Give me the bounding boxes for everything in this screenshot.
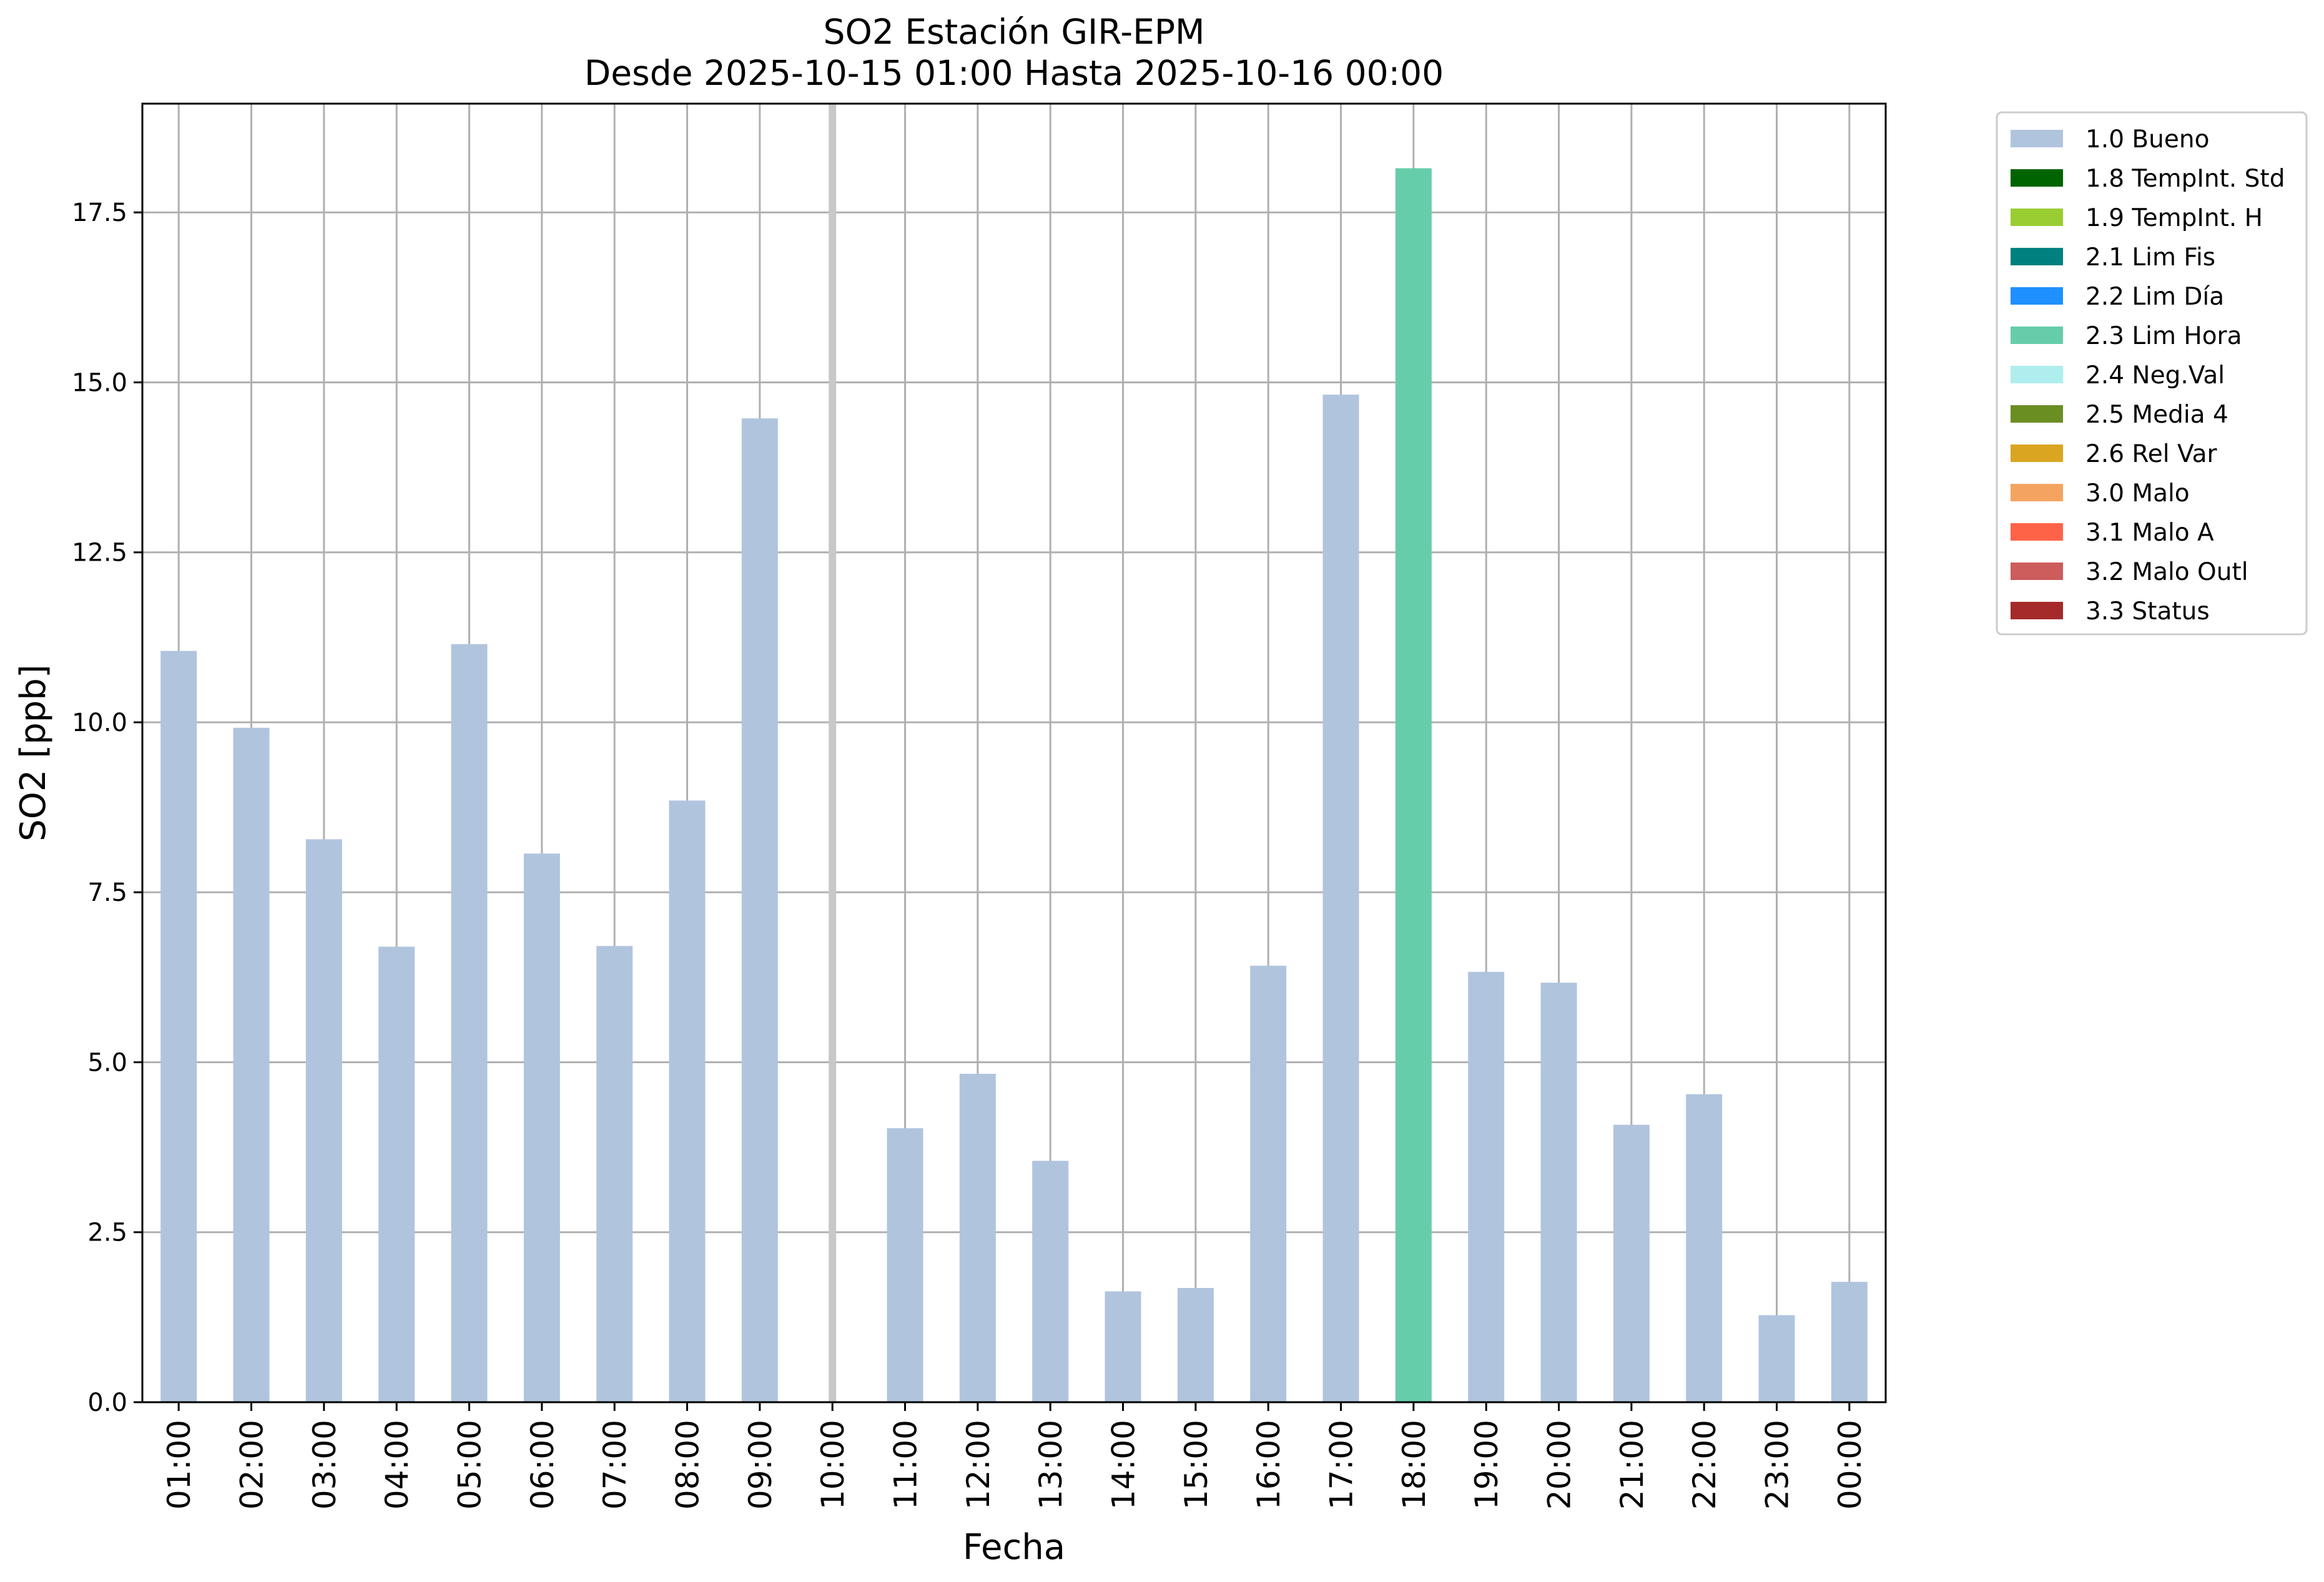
bar-1500 bbox=[1177, 1288, 1214, 1402]
bar-0100 bbox=[160, 651, 197, 1402]
x-tick-label: 17:00 bbox=[1324, 1420, 1360, 1510]
legend-label: 3.3 Status bbox=[2085, 597, 2210, 626]
x-tick-label: 19:00 bbox=[1469, 1420, 1505, 1510]
legend-label: 1.9 TempInt. H bbox=[2085, 204, 2263, 232]
legend-swatch bbox=[2011, 169, 2063, 187]
bar-0000 bbox=[1831, 1282, 1868, 1402]
bar-0900 bbox=[741, 418, 778, 1402]
legend-swatch bbox=[2011, 563, 2063, 580]
bar-0600 bbox=[523, 853, 560, 1402]
x-tick-label: 22:00 bbox=[1686, 1420, 1723, 1510]
plot-frame bbox=[141, 102, 1887, 1403]
y-tick-label: 17.5 bbox=[72, 199, 127, 227]
y-tick-label: 5.0 bbox=[87, 1048, 127, 1077]
x-tick-label: 02:00 bbox=[234, 1420, 270, 1510]
y-axis-ticks: 0.0 2.5 5.0 7.5 10.0 12.5 15.0 17.5 bbox=[72, 199, 142, 1417]
x-axis-ticks: 01:00 02:00 03:00 04:00 05:00 06:00 07:00 08:00… bbox=[161, 1402, 1868, 1510]
legend-label: 2.3 Lim Hora bbox=[2085, 322, 2242, 350]
x-tick-label: 01:00 bbox=[161, 1420, 197, 1510]
bar-1800 bbox=[1395, 168, 1432, 1402]
legend-swatch bbox=[2011, 523, 2063, 541]
legend-label: 2.1 Lim Fis bbox=[2085, 243, 2215, 272]
y-tick-label: 10.0 bbox=[72, 709, 127, 737]
x-tick-label: 12:00 bbox=[960, 1420, 997, 1510]
legend-label: 3.0 Malo bbox=[2085, 479, 2190, 508]
bar-0300 bbox=[305, 839, 342, 1402]
bar-0800 bbox=[669, 800, 706, 1402]
legend-swatch bbox=[2011, 405, 2063, 423]
x-tick-label: 20:00 bbox=[1542, 1420, 1578, 1510]
legend-label: 3.2 Malo Outl bbox=[2085, 558, 2248, 586]
legend-swatch bbox=[2011, 248, 2063, 265]
legend-swatch bbox=[2011, 130, 2063, 147]
x-tick-label: 06:00 bbox=[524, 1420, 561, 1510]
legend-label: 2.4 Neg.Val bbox=[2085, 361, 2225, 390]
x-tick-label: 13:00 bbox=[1033, 1420, 1069, 1510]
x-tick-label: 05:00 bbox=[452, 1420, 488, 1510]
bar-series bbox=[160, 104, 1868, 1402]
x-tick-label: 11:00 bbox=[888, 1420, 924, 1510]
legend: 1.0 Bueno 1.8 TempInt. Std 1.9 TempInt. H 2… bbox=[1996, 111, 2308, 636]
y-tick-label: 0.0 bbox=[87, 1388, 127, 1417]
legend-label: 2.2 Lim Día bbox=[2085, 283, 2224, 311]
bar-1600 bbox=[1250, 965, 1287, 1402]
y-axis-label: SO2 [ppb] bbox=[13, 664, 54, 841]
x-tick-label: 14:00 bbox=[1106, 1420, 1142, 1510]
legend-label: 1.8 TempInt. Std bbox=[2085, 165, 2285, 193]
legend-label: 3.1 Malo A bbox=[2085, 519, 2214, 547]
bar-0700 bbox=[596, 946, 633, 1402]
x-tick-label: 15:00 bbox=[1178, 1420, 1214, 1510]
y-tick-label: 12.5 bbox=[72, 539, 127, 567]
legend-label: 1.0 Bueno bbox=[2085, 125, 2209, 154]
legend-swatch bbox=[2011, 484, 2063, 501]
bar-1300 bbox=[1032, 1161, 1069, 1402]
x-tick-label: 16:00 bbox=[1251, 1420, 1287, 1510]
x-tick-label: 09:00 bbox=[742, 1420, 779, 1510]
bar-2000 bbox=[1540, 983, 1577, 1402]
legend-swatch bbox=[2011, 327, 2063, 344]
legend-swatch bbox=[2011, 445, 2063, 462]
x-axis-label: Fecha bbox=[963, 1527, 1065, 1568]
x-tick-label: 21:00 bbox=[1614, 1420, 1650, 1510]
x-tick-label: 04:00 bbox=[379, 1420, 415, 1510]
bar-1700 bbox=[1322, 395, 1359, 1402]
bar-2300 bbox=[1758, 1315, 1795, 1402]
chart-subtitle: Desde 2025-10-15 01:00 Hasta 2025-10-16 … bbox=[584, 53, 1444, 93]
y-tick-label: 15.0 bbox=[72, 368, 127, 397]
x-tick-label: 00:00 bbox=[1832, 1420, 1868, 1510]
y-tick-label: 7.5 bbox=[87, 878, 127, 907]
bar-0200 bbox=[233, 727, 270, 1402]
bar-0400 bbox=[378, 946, 415, 1402]
bar-2200 bbox=[1686, 1094, 1723, 1402]
x-tick-label: 03:00 bbox=[307, 1420, 343, 1510]
bar-1100 bbox=[887, 1128, 923, 1402]
missing-data-marker bbox=[829, 104, 837, 1402]
chart-title: SO2 Estación GIR-EPM bbox=[824, 12, 1205, 52]
x-tick-label: 07:00 bbox=[597, 1420, 633, 1510]
legend-label: 2.5 Media 4 bbox=[2085, 401, 2228, 429]
bar-0500 bbox=[451, 644, 488, 1402]
bar-2100 bbox=[1613, 1124, 1650, 1402]
x-tick-label: 08:00 bbox=[670, 1420, 706, 1510]
x-tick-label: 23:00 bbox=[1760, 1420, 1796, 1510]
legend-swatch bbox=[2011, 209, 2063, 226]
legend-frame bbox=[1996, 111, 2308, 636]
legend-label: 2.6 Rel Var bbox=[2085, 440, 2218, 468]
y-tick-label: 2.5 bbox=[87, 1219, 127, 1247]
legend-swatch bbox=[2011, 366, 2063, 383]
bar-1400 bbox=[1105, 1291, 1141, 1402]
bar-1900 bbox=[1468, 971, 1505, 1402]
bar-1200 bbox=[959, 1074, 996, 1402]
x-tick-label: 18:00 bbox=[1396, 1420, 1432, 1510]
legend-swatch bbox=[2011, 602, 2063, 619]
legend-swatch bbox=[2011, 287, 2063, 305]
x-tick-label: 10:00 bbox=[815, 1420, 851, 1510]
